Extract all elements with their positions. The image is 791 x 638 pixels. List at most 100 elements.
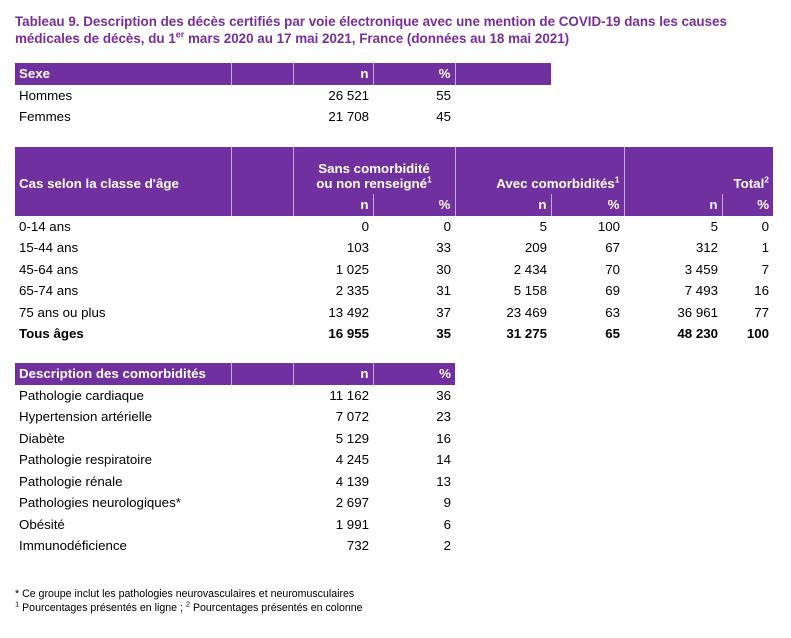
age-header-label: Cas selon la classe d'âge bbox=[15, 147, 232, 194]
cell-total-n: 5 bbox=[710, 218, 718, 234]
cell-sans-pct: 31 bbox=[436, 283, 451, 299]
row-spacer bbox=[231, 106, 293, 128]
row-label: 15-44 ans bbox=[19, 240, 79, 256]
row-spacer bbox=[231, 385, 293, 407]
table-row: Immunodéficience 732 2 bbox=[15, 535, 455, 557]
row-spacer bbox=[231, 259, 293, 281]
cell-n: 2 697 bbox=[335, 495, 369, 511]
age-sub-pct: % bbox=[551, 194, 625, 216]
cell-sans-n: 103 bbox=[346, 240, 369, 256]
sans-line-1: Sans comorbidité bbox=[318, 161, 430, 176]
row-spacer bbox=[231, 216, 293, 238]
cell-pct: 13 bbox=[436, 473, 451, 489]
cell-avec-n: 5 158 bbox=[513, 283, 547, 299]
comorb-header-row: Description des comorbidités n % bbox=[15, 363, 455, 385]
row-label: Pathologies neurologiques* bbox=[19, 495, 181, 511]
comorb-header-label: Description des comorbidités bbox=[15, 363, 232, 385]
title-superscript: er bbox=[175, 29, 185, 40]
age-header-total: Total2 bbox=[624, 147, 774, 194]
cell-sans-pct: 0 bbox=[443, 218, 451, 234]
cell-pct: 16 bbox=[436, 430, 451, 446]
row-label: Pathologie respiratoire bbox=[19, 452, 153, 468]
cell-total-n: 36 961 bbox=[677, 304, 718, 320]
age-header-sans: Sans comorbidité ou non renseigné1 bbox=[293, 147, 456, 194]
table-row: Pathologies neurologiques* 2 697 9 bbox=[15, 492, 455, 514]
table-row: 15-44 ans 103 33 209 67 312 1 bbox=[15, 237, 773, 259]
cell-sans-n: 0 bbox=[361, 218, 369, 234]
table-row: Hypertension artérielle 7 072 23 bbox=[15, 406, 455, 428]
cell-total-pct: 100 bbox=[746, 326, 770, 342]
row-label: Femmes bbox=[19, 109, 71, 125]
cell-n: 11 162 bbox=[329, 387, 369, 403]
footnote-text: Pourcentages présentés en colonne bbox=[190, 602, 363, 614]
row-label: 0-14 ans bbox=[19, 218, 71, 234]
cell-avec-pct: 67 bbox=[605, 240, 620, 256]
cell-n: 5 129 bbox=[335, 430, 369, 446]
cell-total-pct: 77 bbox=[754, 304, 770, 320]
footnote-superscript: 1 bbox=[15, 599, 20, 609]
row-spacer bbox=[231, 471, 293, 493]
cell-avec-pct: 63 bbox=[605, 304, 620, 320]
row-label: 45-64 ans bbox=[19, 261, 79, 277]
row-spacer bbox=[231, 514, 293, 536]
sans-superscript: 1 bbox=[427, 174, 432, 185]
row-label: Immunodéficience bbox=[19, 538, 127, 554]
cell-n: 4 245 bbox=[335, 452, 369, 468]
table-row: Obésité 1 991 6 bbox=[15, 514, 455, 536]
row-label: 65-74 ans bbox=[19, 283, 79, 299]
table-row: 0-14 ans 0 0 5 100 5 0 bbox=[15, 216, 773, 238]
avec-superscript: 1 bbox=[614, 174, 620, 185]
footnotes: * Ce groupe inclut les pathologies neuro… bbox=[15, 587, 363, 615]
cell-total-n: 7 493 bbox=[684, 283, 718, 299]
footnote-1: * Ce groupe inclut les pathologies neuro… bbox=[15, 588, 355, 600]
cell-sans-pct: 35 bbox=[436, 326, 451, 342]
cell-pct: 14 bbox=[436, 452, 451, 468]
cell-pct: 2 bbox=[443, 538, 451, 554]
cell-pct: 6 bbox=[443, 516, 451, 532]
cell-sans-n: 16 955 bbox=[328, 326, 369, 342]
cell-total-n: 312 bbox=[695, 240, 718, 256]
cell-n: 4 139 bbox=[335, 473, 369, 489]
table-row: 65-74 ans 2 335 31 5 158 69 7 493 16 bbox=[15, 280, 773, 302]
cell-avec-n: 5 bbox=[539, 218, 547, 234]
row-spacer bbox=[231, 237, 293, 259]
sexe-header-spacer bbox=[455, 63, 551, 85]
age-sub-n: n bbox=[293, 194, 374, 216]
cell-sans-n: 13 492 bbox=[328, 304, 369, 320]
cell-sans-n: 2 335 bbox=[335, 283, 369, 299]
cell-avec-pct: 100 bbox=[597, 218, 620, 234]
cell-total-pct: 0 bbox=[761, 218, 770, 234]
sexe-table: Sexe n % Hommes 26 521 55 Femmes 21 708 45 bbox=[15, 63, 551, 128]
total-label: Total bbox=[733, 176, 765, 191]
table-row: Diabète 5 129 16 bbox=[15, 428, 455, 450]
footnote-2: 1 Pourcentages présentés en ligne ; 2 Po… bbox=[15, 599, 363, 615]
cell-n: 1 991 bbox=[335, 516, 369, 532]
cell-n: 7 072 bbox=[335, 409, 369, 425]
age-subheader-row: n % n % n % bbox=[15, 194, 774, 216]
cell-avec-n: 31 275 bbox=[506, 326, 547, 342]
sexe-header-row: Sexe n % bbox=[15, 63, 551, 85]
row-spacer bbox=[231, 280, 293, 302]
row-label: 75 ans ou plus bbox=[19, 304, 106, 320]
cell-pct: 36 bbox=[436, 387, 451, 403]
age-header-avec: Avec comorbidités1 bbox=[455, 147, 625, 194]
table-row: Pathologie respiratoire 4 245 14 bbox=[15, 449, 455, 471]
age-subheader-spacer bbox=[231, 194, 294, 216]
footnote-superscript: 2 bbox=[185, 599, 191, 609]
sexe-header-label: Sexe bbox=[15, 63, 232, 85]
age-subheader-spacer bbox=[15, 194, 232, 216]
title-text: médicales de décès, du 1 bbox=[15, 31, 176, 46]
total-superscript: 2 bbox=[764, 174, 770, 185]
age-sub-n: n bbox=[455, 194, 552, 216]
sans-line-2: ou non renseigné bbox=[316, 176, 428, 191]
cell-n: 732 bbox=[346, 538, 369, 554]
table-row: Pathologie rénale 4 139 13 bbox=[15, 471, 455, 493]
comorb-header-spacer bbox=[231, 363, 294, 385]
cell-total-pct: 7 bbox=[761, 261, 770, 277]
comorb-body: Pathologie cardiaque 11 162 36 Hypertension… bbox=[15, 385, 455, 557]
cell-avec-n: 23 469 bbox=[506, 304, 547, 320]
table-row: 75 ans ou plus 13 492 37 23 469 63 36 961 77 bbox=[15, 302, 773, 324]
row-label: Hypertension artérielle bbox=[19, 409, 153, 425]
cell-pct: 45 bbox=[436, 109, 451, 125]
cell-avec-pct: 69 bbox=[605, 283, 620, 299]
